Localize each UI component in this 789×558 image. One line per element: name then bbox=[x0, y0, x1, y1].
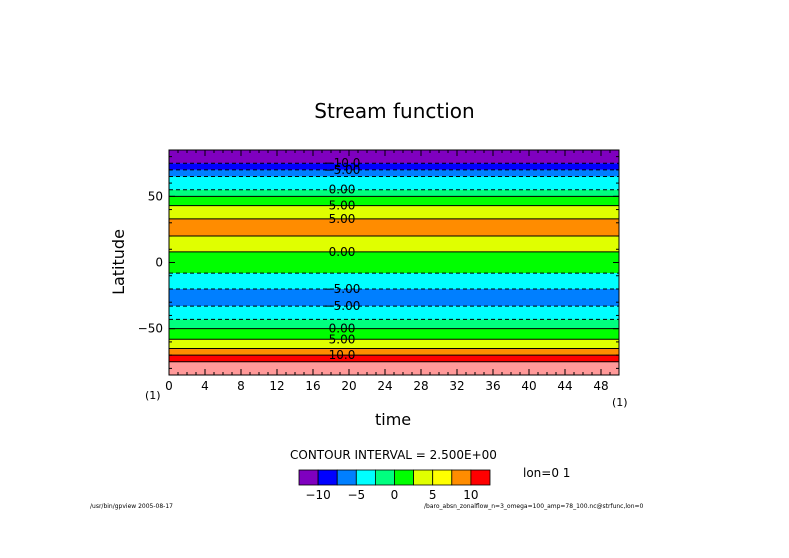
x-tick-label: 4 bbox=[201, 379, 209, 393]
color-band bbox=[169, 163, 619, 170]
colorbar-cell bbox=[317, 469, 338, 486]
contour-label: 0.00 bbox=[329, 183, 356, 197]
x-end-index: (1) bbox=[612, 396, 628, 409]
color-band bbox=[169, 348, 619, 356]
x-tick-label: 8 bbox=[237, 379, 245, 393]
x-tick-label: 36 bbox=[485, 379, 500, 393]
color-band bbox=[169, 328, 619, 340]
lon-label: lon=0 1 bbox=[523, 466, 571, 480]
footer-right: /baro_absn_zonalflow_n=3_omega=100_amp=7… bbox=[424, 503, 644, 510]
x-tick-label: 24 bbox=[377, 379, 392, 393]
colorbar-cell bbox=[374, 469, 395, 486]
x-tick-label: 16 bbox=[305, 379, 320, 393]
contour-label: −5.00 bbox=[324, 163, 361, 177]
color-band bbox=[169, 169, 619, 177]
contour-label: 5.00 bbox=[329, 332, 356, 346]
color-band bbox=[169, 196, 619, 206]
x-tick-label: 12 bbox=[269, 379, 284, 393]
contour-label: −5.00 bbox=[324, 299, 361, 313]
contour-label: 0.00 bbox=[329, 245, 356, 259]
contour-label: −5.00 bbox=[324, 282, 361, 296]
colorbar-cell bbox=[413, 469, 434, 486]
color-band bbox=[169, 288, 619, 307]
x-start-index: (1) bbox=[145, 389, 161, 402]
color-band bbox=[169, 189, 619, 197]
color-band bbox=[169, 176, 619, 190]
color-band bbox=[169, 251, 619, 274]
contour-interval-label: CONTOUR INTERVAL = 2.500E+00 bbox=[290, 448, 497, 462]
contour-label: 5.00 bbox=[329, 212, 356, 226]
colorbar-tick-label: 10 bbox=[463, 488, 478, 502]
colorbar-tick-label: 5 bbox=[429, 488, 437, 502]
colorbar-tick-label: 0 bbox=[391, 488, 399, 502]
color-band bbox=[169, 150, 619, 164]
colorbar-cell bbox=[432, 469, 453, 486]
colorbar-cell bbox=[394, 469, 415, 486]
y-tick-label: 0 bbox=[155, 256, 163, 270]
y-tick-label: 50 bbox=[148, 189, 163, 203]
x-tick-label: 48 bbox=[593, 379, 608, 393]
color-band bbox=[169, 339, 619, 349]
contour-label: 10.0 bbox=[329, 348, 356, 362]
colorbar-cell bbox=[336, 469, 357, 486]
x-tick-label: 28 bbox=[413, 379, 428, 393]
color-band bbox=[169, 355, 619, 362]
colorbar-cell bbox=[298, 469, 319, 486]
color-band bbox=[169, 205, 619, 219]
colorbar-cell bbox=[470, 469, 491, 486]
color-band bbox=[169, 273, 619, 289]
contour-label: −10.0 bbox=[324, 156, 361, 170]
colorbar-cell bbox=[451, 469, 472, 486]
x-tick-label: 20 bbox=[341, 379, 356, 393]
colorbar-tick-label: −10 bbox=[305, 488, 330, 502]
y-tick-label: −50 bbox=[138, 322, 163, 336]
chart-title: Stream function bbox=[314, 99, 475, 123]
x-tick-label: 32 bbox=[449, 379, 464, 393]
x-tick-label: 44 bbox=[557, 379, 572, 393]
color-band bbox=[169, 236, 619, 252]
x-tick-label: 0 bbox=[165, 379, 173, 393]
color-band bbox=[169, 306, 619, 320]
contour-label: 5.00 bbox=[329, 199, 356, 213]
color-band bbox=[169, 319, 619, 329]
colorbar-cell bbox=[355, 469, 376, 486]
color-band bbox=[169, 361, 619, 375]
x-tick-label: 40 bbox=[521, 379, 536, 393]
x-axis-label: time bbox=[375, 410, 412, 429]
contour-label: 0.00 bbox=[329, 322, 356, 336]
footer-left: /usr/bin/gpview 2005-08-17 bbox=[90, 503, 173, 510]
colorbar-tick-label: −5 bbox=[347, 488, 365, 502]
color-band bbox=[169, 218, 619, 237]
